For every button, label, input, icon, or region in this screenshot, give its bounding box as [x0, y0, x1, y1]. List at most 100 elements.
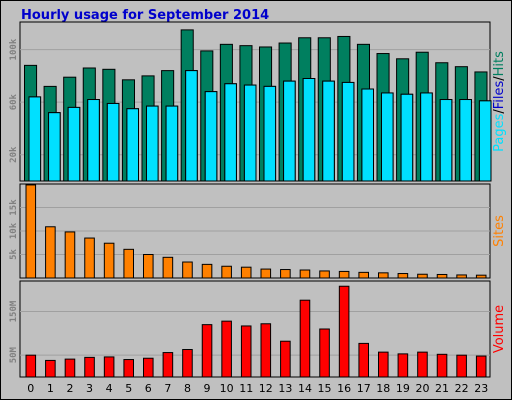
bar-volume-10 — [221, 320, 232, 378]
xtick-label-22: 22 — [455, 382, 469, 395]
ytick-label-0-2: 100k — [9, 38, 19, 60]
ytick-label-1-1: 10k — [9, 222, 19, 239]
bar-volume-2 — [64, 358, 76, 378]
bar-sites-13 — [280, 269, 291, 279]
bar-sites-6 — [143, 254, 154, 279]
bar-sites-1 — [45, 226, 56, 279]
bar-volume-16 — [338, 285, 350, 378]
bar-pages-11 — [243, 84, 257, 182]
xtick-label-1: 1 — [47, 382, 54, 395]
bar-volume-9 — [201, 324, 213, 378]
bar-volume-20 — [417, 351, 428, 378]
bar-sites-19 — [397, 273, 409, 279]
bar-pages-2 — [67, 106, 81, 182]
bar-sites-12 — [260, 268, 272, 279]
bar-volume-15 — [319, 328, 330, 378]
bar-pages-15 — [322, 80, 335, 182]
ytick-label-1-2: 15k — [9, 199, 19, 216]
bar-volume-6 — [143, 357, 154, 378]
xtick-label-3: 3 — [86, 382, 93, 395]
bar-pages-18 — [381, 92, 394, 182]
bar-pages-19 — [400, 93, 414, 182]
bar-volume-12 — [260, 323, 272, 378]
xtick-label-11: 11 — [239, 382, 253, 395]
bar-sites-4 — [103, 242, 115, 279]
bar-pages-12 — [263, 85, 277, 182]
bar-sites-8 — [182, 261, 193, 279]
bar-volume-8 — [182, 349, 193, 378]
bar-pages-9 — [204, 91, 218, 182]
bar-sites-11 — [240, 266, 252, 279]
bar-volume-4 — [103, 356, 115, 378]
bar-sites-7 — [162, 256, 174, 279]
xtick-label-10: 10 — [220, 382, 234, 395]
ylabel-2: Volume — [492, 305, 507, 353]
bar-sites-10 — [221, 265, 232, 279]
bar-sites-0 — [25, 184, 37, 279]
bar-pages-14 — [302, 78, 316, 182]
bar-pages-13 — [283, 80, 296, 182]
xtick-label-2: 2 — [66, 382, 73, 395]
ytick-label-0-0: 20k — [9, 146, 19, 163]
xtick-label-6: 6 — [145, 382, 152, 395]
bar-pages-20 — [420, 92, 433, 182]
bar-pages-6 — [146, 105, 159, 182]
bar-pages-4 — [106, 102, 120, 182]
bar-sites-17 — [358, 271, 369, 279]
bar-sites-14 — [299, 269, 311, 279]
xtick-label-18: 18 — [376, 382, 390, 395]
bar-sites-2 — [64, 231, 76, 279]
bar-sites-3 — [84, 237, 95, 279]
ytick-label-2-0: 50M — [9, 346, 19, 363]
xtick-label-19: 19 — [396, 382, 410, 395]
ytick-label-1-0: 5k — [9, 249, 19, 260]
bar-pages-17 — [361, 88, 374, 182]
bar-pages-21 — [439, 99, 453, 182]
ylabel-1: Sites — [492, 215, 507, 247]
bar-volume-23 — [475, 355, 487, 378]
xtick-label-7: 7 — [164, 382, 171, 395]
bar-pages-10 — [224, 83, 237, 182]
xtick-label-8: 8 — [184, 382, 191, 395]
bar-sites-20 — [417, 273, 428, 279]
bar-volume-22 — [456, 354, 467, 378]
xtick-label-13: 13 — [278, 382, 292, 395]
ytick-label-0-1: 60k — [9, 93, 19, 110]
xtick-label-5: 5 — [125, 382, 132, 395]
xtick-label-9: 9 — [204, 382, 211, 395]
bar-volume-13 — [280, 340, 291, 378]
bar-pages-22 — [459, 99, 472, 182]
bar-sites-21 — [436, 273, 448, 279]
bar-pages-0 — [28, 96, 42, 182]
bar-volume-5 — [123, 359, 134, 378]
ylabel-0: Pages/Files/Hits — [492, 51, 507, 152]
bar-volume-19 — [397, 353, 409, 378]
bar-volume-0 — [25, 354, 37, 378]
bar-sites-16 — [338, 270, 350, 279]
bar-sites-15 — [319, 270, 330, 279]
xtick-label-0: 0 — [27, 382, 34, 395]
bar-sites-18 — [378, 272, 389, 279]
bar-volume-17 — [358, 342, 369, 378]
xtick-label-14: 14 — [298, 382, 312, 395]
xtick-label-4: 4 — [106, 382, 113, 395]
bar-pages-3 — [87, 99, 100, 182]
bar-volume-3 — [84, 356, 95, 378]
bar-sites-9 — [201, 263, 213, 279]
bar-sites-5 — [123, 248, 134, 279]
bar-pages-1 — [48, 112, 61, 182]
bar-pages-5 — [126, 108, 139, 182]
xtick-label-21: 21 — [435, 382, 449, 395]
panel-2-border — [19, 280, 491, 378]
bar-pages-16 — [341, 81, 355, 182]
bar-volume-11 — [240, 325, 252, 378]
bar-pages-8 — [185, 70, 198, 182]
bar-volume-14 — [299, 299, 311, 378]
bar-volume-21 — [436, 353, 448, 378]
bar-volume-7 — [162, 352, 174, 378]
bar-pages-23 — [478, 100, 492, 182]
xtick-label-12: 12 — [259, 382, 273, 395]
bar-pages-7 — [165, 105, 179, 182]
chart-title: Hourly usage for September 2014 — [21, 8, 270, 23]
